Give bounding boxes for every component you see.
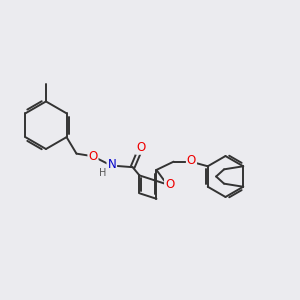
- Text: N: N: [107, 158, 116, 171]
- Text: O: O: [136, 141, 145, 154]
- Text: O: O: [165, 178, 174, 191]
- Text: O: O: [88, 150, 98, 163]
- Text: O: O: [187, 154, 196, 167]
- Text: H: H: [99, 168, 106, 178]
